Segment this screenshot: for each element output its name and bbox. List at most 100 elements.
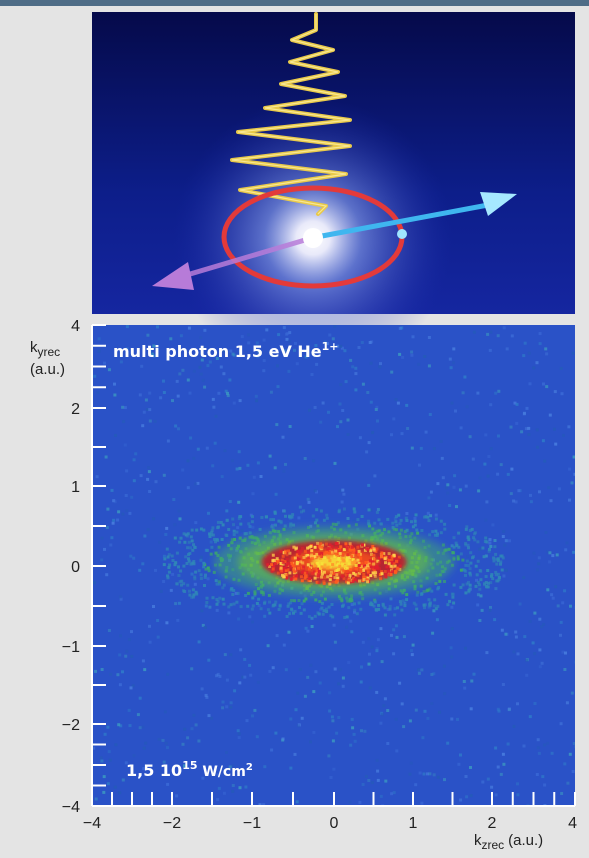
noise-pixel [518,602,522,606]
core-pixel [366,564,370,568]
y-axis-unit: (a.u.) [30,361,65,378]
noise-pixel [343,349,347,353]
noise-pixel [175,794,179,798]
noise-pixel [529,500,533,504]
noise-pixel [132,479,136,483]
halo-pixel [347,606,351,610]
core-pixel [307,578,311,582]
noise-pixel [141,562,145,566]
noise-pixel [506,742,510,746]
annotation-intensity-unit: W/cm [198,764,246,780]
noise-pixel [573,472,575,476]
halo-pixel [487,581,490,585]
noise-pixel [232,401,236,405]
noise-pixel [248,615,252,619]
halo-pixel [214,551,218,555]
noise-pixel [398,326,402,330]
core-pixel [392,553,396,557]
halo-pixel [259,607,263,611]
core-pixel [292,568,296,572]
noise-pixel [446,741,450,745]
halo-pixel [288,514,292,518]
halo-pixel [469,573,472,577]
halo-pixel [410,532,414,536]
noise-pixel [306,497,310,501]
noise-pixel [119,634,122,638]
halo-pixel [232,529,236,533]
noise-pixel [371,431,375,435]
noise-pixel [448,357,452,361]
halo-pixel [374,608,378,612]
halo-pixel [189,562,193,566]
noise-pixel [571,770,575,773]
noise-pixel [514,630,518,634]
halo-pixel [422,603,426,607]
noise-pixel [166,746,169,750]
noise-pixel [97,349,101,353]
noise-pixel [110,536,114,540]
core-pixel [389,573,393,576]
noise-pixel [293,752,297,756]
noise-pixel [450,401,454,405]
noise-pixel [162,473,166,477]
core-pixel [313,570,317,574]
halo-pixel [438,579,442,583]
noise-pixel [263,765,267,769]
noise-pixel [145,408,149,411]
halo-pixel [215,538,219,542]
noise-pixel [285,332,289,336]
halo-pixel [428,603,432,607]
core-pixel [271,567,275,571]
halo-pixel [188,552,192,555]
halo-pixel [415,607,419,611]
halo-pixel [473,538,477,542]
halo-pixel [494,570,498,574]
noise-pixel [494,587,498,591]
noise-pixel [268,454,272,458]
noise-pixel [225,751,228,754]
noise-pixel [559,366,563,370]
noise-pixel [146,477,150,481]
halo-pixel [325,513,329,517]
noise-pixel [227,611,231,615]
noise-pixel [517,489,521,493]
noise-pixel [559,722,563,726]
halo-pixel [478,583,481,587]
noise-pixel [393,607,397,611]
noise-pixel [148,640,152,644]
noise-pixel [129,686,133,690]
noise-pixel [438,710,442,714]
noise-pixel [568,467,572,471]
noise-pixel [225,509,229,513]
halo-pixel [401,599,405,603]
noise-pixel [532,366,536,370]
noise-pixel [215,357,219,360]
noise-pixel [138,696,142,700]
core-pixel [342,559,346,563]
noise-pixel [340,500,344,504]
core-pixel [328,578,332,582]
noise-pixel [339,344,343,348]
halo-pixel [232,533,236,537]
noise-pixel [262,359,266,363]
noise-pixel [502,574,506,578]
halo-pixel [484,581,488,584]
core-pixel [331,580,335,584]
noise-pixel [408,772,412,776]
noise-pixel [542,382,545,386]
halo-pixel [413,523,417,527]
x-tick-label-0: 0 [330,815,339,832]
halo-pixel [216,600,220,604]
core-pixel [393,556,397,560]
core-pixel [371,571,375,575]
noise-pixel [571,351,575,355]
halo-pixel [199,558,203,562]
noise-pixel [463,375,467,379]
illustration-panel [92,12,575,378]
halo-pixel [452,545,456,549]
noise-pixel [564,548,568,552]
noise-pixel [375,405,379,409]
core-pixel [340,574,344,578]
noise-pixel [548,413,552,417]
core-pixel [283,551,287,555]
